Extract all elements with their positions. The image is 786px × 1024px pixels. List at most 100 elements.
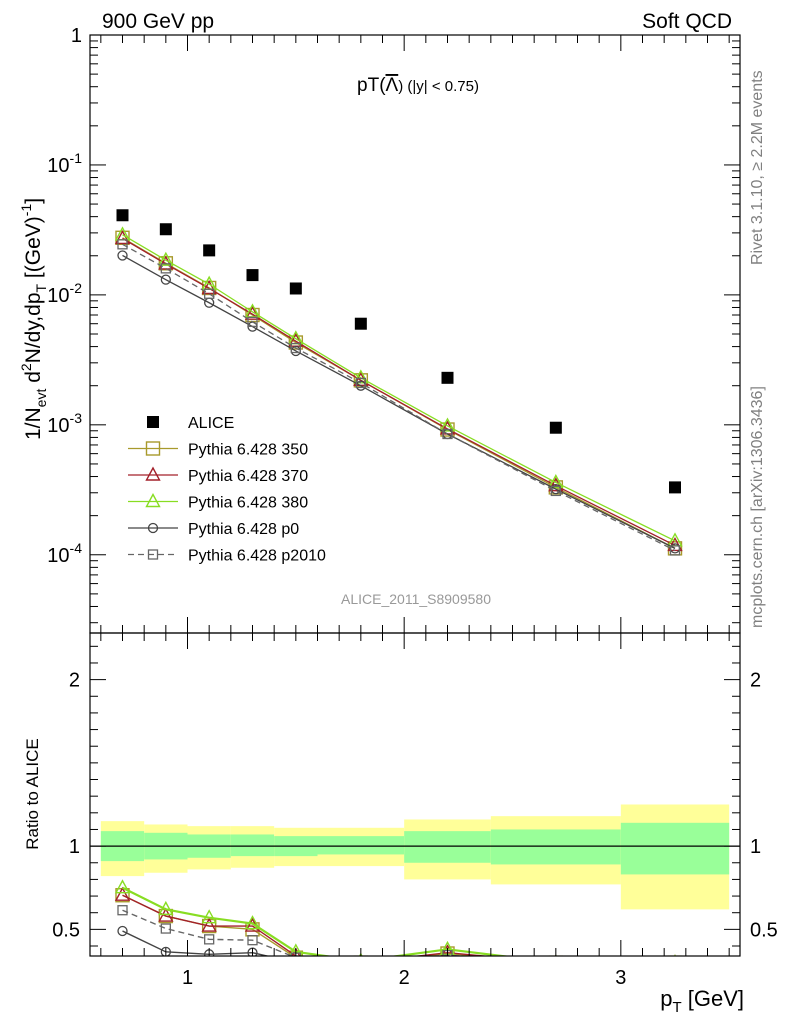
pythia-6-428-p2010-ratio-point — [671, 958, 680, 967]
main-plot-area — [114, 209, 683, 556]
pythia-6-428-p2010-ratio-point — [117, 905, 128, 916]
alice-point — [441, 371, 454, 384]
pythia-6-428-p0-point — [160, 274, 171, 285]
pythia-6-428-p0-ratio-point — [443, 958, 452, 967]
pythia-6-428-p2010-point — [160, 263, 171, 274]
x-tick-label: 2 — [399, 967, 410, 989]
legend-label-pythia-6-428-370: Pythia 6.428 370 — [188, 468, 308, 485]
pythia-6-428-p2010-point — [442, 428, 453, 440]
pythia-6-428-p0-ratio-point — [671, 958, 680, 967]
pythia-6-428-p2010-point — [247, 316, 258, 328]
uncertainty-band-inner — [620, 822, 730, 875]
pythia-6-428-380-ratio-point — [201, 909, 217, 924]
pythia-6-428-350-ratio-point — [353, 955, 369, 956]
pythia-6-428-p2010-point — [669, 545, 681, 556]
alice-point — [246, 269, 259, 282]
pythia-6-428-380-ratio-point — [554, 954, 557, 956]
pythia-6-428-350-ratio-point — [548, 955, 564, 956]
pythia-6-428-p2010-point — [550, 485, 561, 497]
y-axis-label: 1/Nevt d2N/dy,dpT [(GeV)-1] — [18, 198, 49, 440]
ratio-y-tick-label-left: 1 — [69, 836, 80, 858]
ratio-frame — [89, 632, 741, 957]
main-y-tick-label: 10-4 — [47, 540, 82, 567]
alice-point — [549, 421, 562, 434]
pythia-6-428-370-ratio-point — [291, 947, 301, 956]
pythia-6-428-370-line — [122, 237, 676, 547]
pythia-6-428-370-ratio-point — [554, 954, 557, 956]
legend-marker-alice — [147, 416, 159, 428]
pythia-6-428-370-ratio-point — [201, 917, 217, 932]
main-y-tick-label: 10-2 — [47, 280, 82, 307]
legend-marker-pythia-6-428-370 — [145, 466, 161, 481]
legend-label-pythia-6-428-380: Pythia 6.428 380 — [188, 495, 308, 512]
ratio-plot-area — [90, 804, 740, 967]
pythia-6-428-p2010-ratio-point — [247, 935, 258, 946]
pythia-6-428-p2010-line — [122, 243, 676, 552]
pythia-6-428-p2010-ratio-point — [356, 958, 365, 967]
pythia-6-428-370-ratio-point — [114, 886, 131, 901]
uncertainty-band-inner — [230, 834, 275, 857]
ratio-y-tick-label-left: 2 — [69, 670, 80, 692]
uncertainty-band-inner — [404, 831, 491, 863]
analysis-watermark: ALICE_2011_S8909580 — [341, 591, 491, 607]
legend-label-pythia-6-428-p2010: Pythia 6.428 p2010 — [188, 548, 326, 565]
pythia-6-428-p2010-ratio-line — [122, 909, 470, 956]
header-left: 900 GeV pp — [102, 10, 214, 33]
alice-point — [669, 481, 681, 494]
ratio-y-axis-label: Ratio to ALICE — [23, 738, 42, 850]
pythia-6-428-p2010-ratio-point — [204, 934, 215, 945]
pythia-6-428-370-ratio-point — [359, 954, 362, 956]
alice-point — [116, 209, 129, 222]
x-axis-label: pT [GeV] — [660, 986, 744, 1016]
pythia-6-428-370-ratio-line — [122, 894, 492, 956]
pythia-6-428-370-point — [201, 280, 217, 295]
main-frame — [89, 34, 741, 634]
pythia-6-428-p0-ratio-point — [117, 925, 128, 937]
legend-label-pythia-6-428-350: Pythia 6.428 350 — [188, 442, 308, 459]
pythia-6-428-370-ratio-point — [674, 954, 676, 956]
legend-label-alice: ALICE — [188, 415, 234, 432]
pythia-6-428-p2010-ratio-point — [160, 923, 171, 934]
ratio-y-tick-label-right: 1 — [750, 836, 761, 858]
ratio-y-tick-label-right: 2 — [750, 670, 761, 692]
legend: ALICE Pythia 6.428 350 Pythia 6.428 370 Pyt… — [128, 415, 326, 565]
pythia-6-428-380-point — [548, 474, 564, 489]
x-tick-label: 1 — [182, 967, 193, 989]
pythia-6-428-p0-line — [122, 254, 676, 549]
rivet-label: Rivet 3.1.10, ≥ 2.2M events — [749, 70, 766, 265]
plot-title: pT(Λ) (|y| < 0.75) — [357, 75, 479, 96]
main-y-tick-label: 1 — [71, 25, 82, 47]
alice-point — [159, 223, 172, 236]
alice-point — [289, 282, 302, 295]
pythia-6-428-p0-ratio-point — [551, 958, 560, 967]
pythia-6-428-380-ratio-point — [674, 954, 676, 956]
pythia-6-428-380-ratio-point — [288, 943, 303, 956]
pythia-6-428-p0-ratio-point — [291, 958, 300, 967]
pythia-6-428-p0-ratio-line — [122, 930, 271, 956]
ratio-panel: 0.5 0.5 1 1 2 2 1 2 3 Ratio to ALICE pT [GeV] — [23, 632, 778, 1016]
pythia-6-428-350-ratio-point — [667, 955, 683, 956]
legend-label-pythia-6-428-p0: Pythia 6.428 p0 — [188, 521, 299, 538]
pythia-6-428-p2010-point — [355, 377, 366, 389]
x-tick-label: 3 — [615, 967, 626, 989]
pythia-6-428-p0-ratio-point — [356, 958, 365, 967]
pythia-6-428-380-ratio-point — [114, 879, 131, 894]
alice-point — [354, 317, 367, 330]
main-panel: 1 10-1 10-2 10-3 10-4 pT(Λ) (|y| < 0.75) 1/N… — [18, 25, 741, 634]
uncertainty-band-inner — [490, 829, 621, 865]
pythia-6-428-p2010-ratio-point — [551, 958, 560, 967]
pythia-6-428-370-point — [158, 255, 174, 270]
main-axis-ticks: 1 10-1 10-2 10-3 10-4 — [47, 25, 740, 633]
pythia-6-428-370-ratio-point — [441, 944, 454, 956]
ratio-axis-ticks: 0.5 0.5 1 1 2 2 1 2 3 — [52, 633, 778, 989]
ratio-y-tick-label-right: 0.5 — [750, 919, 778, 941]
main-y-tick-label: 10-1 — [47, 150, 82, 177]
legend-marker-pythia-6-428-380 — [145, 493, 161, 508]
uncertainty-band-inner — [317, 836, 405, 855]
pythia-6-428-p2010-point — [290, 342, 301, 354]
header-right: Soft QCD — [642, 10, 732, 33]
pythia-6-428-380-point — [158, 251, 174, 266]
legend-marker-pythia-6-428-p0 — [147, 522, 159, 534]
pythia-6-428-p2010-point — [117, 239, 128, 250]
